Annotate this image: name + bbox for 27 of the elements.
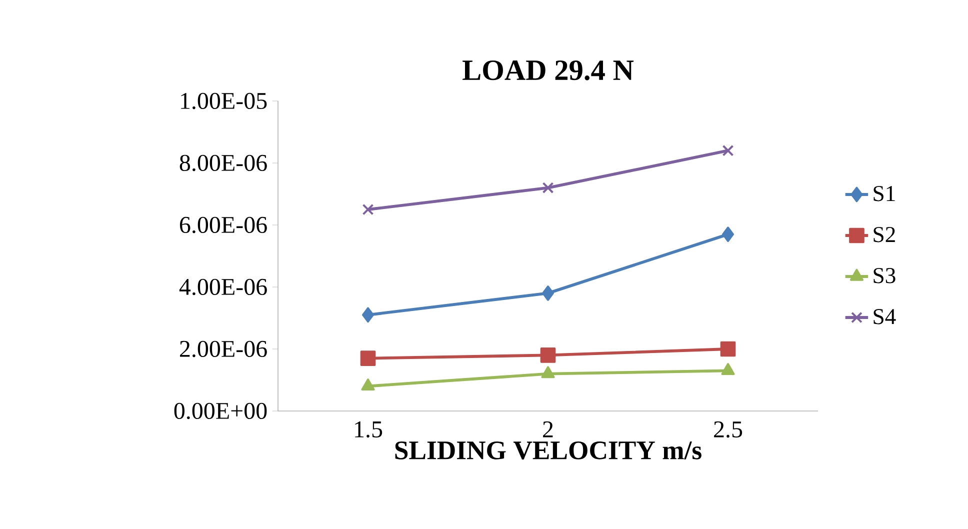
point: [362, 307, 374, 323]
x-axis-title: SLIDING VELOCITY m/s: [395, 441, 702, 460]
point: [722, 144, 734, 156]
chart-title: LOAD 29.4 N: [462, 60, 634, 80]
y-tick-label: 2.00E-06: [180, 340, 267, 358]
y-tick-label: 1.00E-05: [181, 92, 267, 110]
point: [721, 363, 735, 376]
point: [540, 348, 556, 363]
point: [361, 378, 375, 391]
point: [362, 204, 374, 216]
point: [541, 366, 555, 378]
point: [720, 341, 736, 357]
point: [542, 182, 554, 194]
point: [542, 286, 554, 301]
y-tick-label: 0.00E+00: [174, 402, 267, 420]
x-tick-label: 2: [543, 421, 553, 438]
point: [722, 226, 734, 242]
x-tick-label: 2.5: [714, 421, 742, 438]
y-tick-label: 4.00E-06: [179, 278, 267, 296]
y-tick-label: 8.00E-06: [180, 154, 267, 172]
legend-label: S4: [874, 309, 896, 324]
legend-label: S3: [874, 268, 896, 284]
legend-label: S1: [874, 186, 895, 202]
x-tick-label: 1.5: [355, 421, 382, 438]
legend-label: S2: [874, 226, 895, 242]
point: [360, 350, 376, 366]
y-tick-label: 6.00E-06: [180, 216, 267, 234]
